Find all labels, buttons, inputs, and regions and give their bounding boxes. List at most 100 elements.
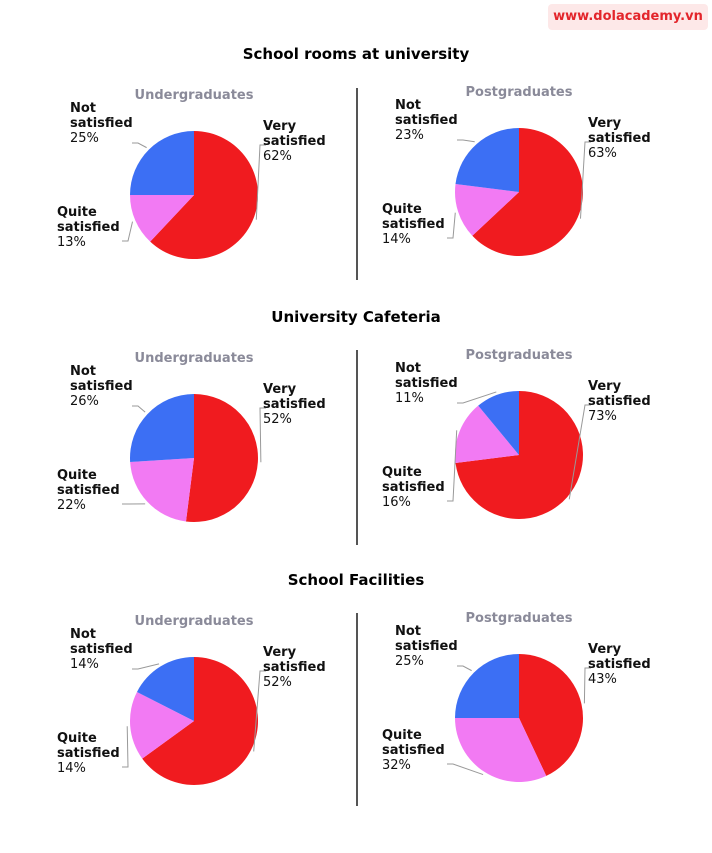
value-label: 52%: [263, 412, 292, 427]
category-label: Not satisfied: [395, 98, 458, 128]
slice-label: Quite satisfied 22%: [57, 468, 127, 513]
value-label: 14%: [70, 657, 99, 672]
slice-label: Quite satisfied 14%: [382, 202, 452, 247]
value-label: 63%: [588, 146, 617, 161]
value-label: 25%: [70, 131, 99, 146]
slice-label: Not satisfied 26%: [70, 364, 140, 409]
value-label: 11%: [395, 391, 424, 406]
slice-label: Very satisfied 63%: [588, 116, 658, 161]
leader-line: [447, 763, 484, 776]
category-label: Very satisfied: [263, 645, 326, 675]
pie-slice: [142, 657, 258, 785]
pie-slice: [130, 195, 194, 242]
slice-label: Not satisfied 25%: [70, 101, 140, 146]
slice-label: Very satisfied 43%: [588, 642, 658, 687]
chart-subtitle: Undergraduates: [134, 88, 254, 103]
leader-line: [132, 405, 146, 413]
value-label: 16%: [382, 495, 411, 510]
slice-label: Not satisfied 23%: [395, 98, 465, 143]
slice-label: Not satisfied 14%: [70, 627, 140, 672]
category-label: Quite satisfied: [382, 202, 445, 232]
slice-label: Quite satisfied 13%: [57, 205, 127, 250]
pie-slice: [455, 391, 583, 519]
value-label: 26%: [70, 394, 99, 409]
slice-label: Very satisfied 62%: [263, 119, 333, 164]
category-label: Quite satisfied: [57, 731, 120, 761]
slice-label: Quite satisfied 32%: [382, 728, 452, 773]
slice-label: Quite satisfied 14%: [57, 731, 127, 776]
chart-subtitle: Undergraduates: [134, 614, 254, 629]
leader-line: [457, 665, 472, 672]
pie-slice: [129, 691, 194, 759]
value-label: 14%: [57, 761, 86, 776]
slice-label: Not satisfied 11%: [395, 361, 465, 406]
value-label: 73%: [588, 409, 617, 424]
pie-slice: [455, 718, 547, 782]
watermark: www.dolacademy.vn: [548, 4, 708, 30]
leader-line: [568, 404, 591, 500]
pie-slice: [185, 394, 258, 522]
category-label: Quite satisfied: [382, 728, 445, 758]
category-label: Very satisfied: [588, 379, 651, 409]
category-label: Quite satisfied: [382, 465, 445, 495]
leader-line: [447, 430, 458, 502]
value-label: 62%: [263, 149, 292, 164]
category-label: Very satisfied: [588, 116, 651, 146]
chart-subtitle: Postgraduates: [465, 85, 573, 100]
category-label: Not satisfied: [70, 364, 133, 394]
value-label: 14%: [382, 232, 411, 247]
value-label: 43%: [588, 672, 617, 687]
value-label: 13%: [57, 235, 86, 250]
leader-line: [132, 663, 160, 670]
category-label: Very satisfied: [263, 119, 326, 149]
chart-title: School rooms at university: [242, 45, 470, 63]
leader-line: [583, 667, 591, 704]
pie-slice: [455, 654, 519, 718]
value-label: 32%: [382, 758, 411, 773]
pie-slice: [136, 657, 194, 721]
leader-line: [457, 139, 475, 143]
chart-title: School Facilities: [287, 571, 425, 589]
value-label: 25%: [395, 654, 424, 669]
value-label: 23%: [395, 128, 424, 143]
pie-slice: [130, 131, 194, 195]
slice-label: Quite satisfied 16%: [382, 465, 452, 510]
leader-line: [122, 726, 129, 768]
chart-subtitle: Postgraduates: [465, 611, 573, 626]
slice-label: Very satisfied 52%: [263, 382, 333, 427]
category-label: Not satisfied: [70, 101, 133, 131]
leader-line: [579, 141, 591, 219]
slice-label: Very satisfied 52%: [263, 645, 333, 690]
pie-slice: [455, 183, 519, 236]
category-label: Quite satisfied: [57, 468, 120, 498]
value-label: 52%: [263, 675, 292, 690]
category-label: Very satisfied: [588, 642, 651, 672]
chart-subtitle: Undergraduates: [134, 351, 254, 366]
category-label: Not satisfied: [395, 361, 458, 391]
pie-slice: [519, 654, 583, 776]
chart-title: University Cafeteria: [271, 308, 441, 326]
pie-slice: [150, 131, 258, 259]
pie-slice: [130, 394, 194, 463]
leader-line: [255, 144, 266, 220]
category-label: Very satisfied: [263, 382, 326, 412]
leader-line: [122, 221, 133, 242]
pie-slice: [472, 128, 583, 256]
category-label: Quite satisfied: [57, 205, 120, 235]
leader-line: [447, 212, 456, 239]
value-label: 22%: [57, 498, 86, 513]
slice-label: Not satisfied 25%: [395, 624, 465, 669]
leader-line: [132, 142, 147, 149]
pie-slice: [478, 391, 519, 455]
pie-slice: [455, 405, 519, 464]
category-label: Not satisfied: [70, 627, 133, 657]
pie-slice: [130, 458, 194, 522]
slice-label: Very satisfied 73%: [588, 379, 658, 424]
pie-slice: [455, 128, 519, 192]
leader-line: [259, 407, 266, 463]
leader-line: [457, 391, 497, 404]
category-label: Not satisfied: [395, 624, 458, 654]
leader-line: [253, 670, 266, 752]
